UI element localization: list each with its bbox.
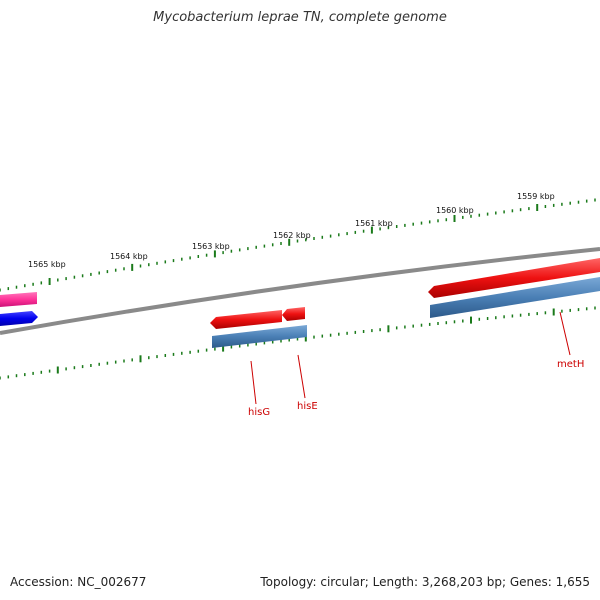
outer-scale-ticks (0, 198, 596, 292)
cds-forward-hisE[interactable] (282, 307, 305, 321)
gene-label-hisE[interactable]: hisE (297, 401, 318, 412)
scale-label-1559: 1559 kbp (517, 192, 555, 201)
cds-forward-metH[interactable] (428, 258, 600, 298)
leader-metH (559, 311, 571, 356)
inner-scale-ticks (0, 306, 596, 380)
cds-track-metH[interactable] (430, 277, 600, 318)
leader-hisE (297, 354, 306, 399)
scale-label-1561: 1561 kbp (355, 219, 393, 228)
genome-backbone (0, 247, 600, 335)
genome-summary-text: Topology: circular; Length: 3,268,203 bp… (260, 575, 590, 589)
scale-label-1563: 1563 kbp (192, 242, 230, 251)
gene-label-hisG[interactable]: hisG (248, 407, 270, 418)
map-title: Mycobacterium leprae TN, complete genome (153, 10, 447, 25)
cds-forward-hisG[interactable] (210, 310, 282, 329)
gene-label-metH[interactable]: metH (557, 359, 584, 370)
cds-track-hisGE[interactable] (212, 325, 307, 348)
scale-label-1564: 1564 kbp (110, 252, 148, 261)
accession-text: Accession: NC_002677 (10, 575, 147, 589)
scale-label-1562: 1562 kbp (273, 231, 311, 240)
feature-blue-arrow[interactable] (0, 311, 38, 326)
scale-label-1560: 1560 kbp (436, 206, 474, 215)
feature-pink-arrow[interactable] (0, 292, 37, 307)
leader-hisG (250, 360, 257, 405)
scale-label-1565: 1565 kbp (28, 260, 66, 269)
